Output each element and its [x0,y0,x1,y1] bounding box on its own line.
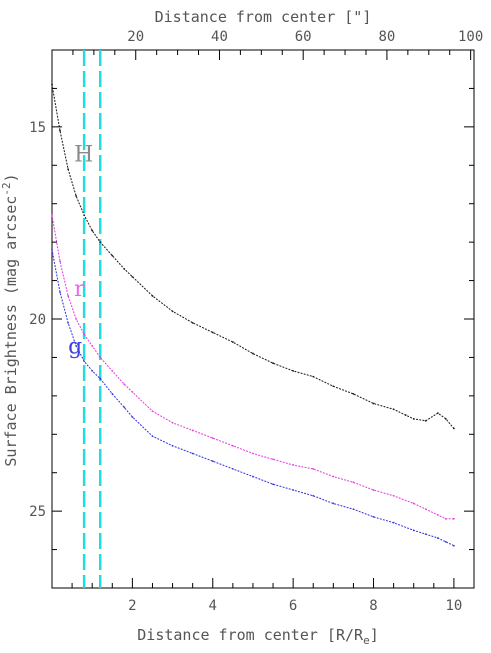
data-point [59,260,61,263]
data-series [51,83,455,547]
axis-ticks: 2 4 6 8 10 20 40 60 80 100 15 20 25 [29,29,483,614]
x-tick-label-bottom: 8 [369,598,377,614]
vertical-markers [82,50,102,588]
x-tick-label-bottom: 10 [445,598,462,614]
x-tick-label-top: 40 [211,29,228,45]
x-tick-label-bottom: 4 [209,598,217,614]
x-axis-label-bottom: Distance from center [R/Re] [137,626,378,647]
series-trace [51,214,455,520]
series-h [51,83,455,430]
data-point [312,467,315,470]
x-tick-label-top: 20 [127,29,144,45]
x-tick-label-top: 80 [378,29,395,45]
x-tick-label-top: 60 [295,29,312,45]
series-label-g: g [68,335,82,360]
x-tick-label-top: 100 [458,29,483,45]
series-trace [51,249,455,547]
series-g [51,248,455,547]
series-label-r: r [74,277,85,302]
x-tick-label-bottom: 6 [289,598,297,614]
plot-frame [51,49,475,589]
series-r [51,214,455,520]
x-axis-label-top: Distance from center ["] [155,8,372,26]
y-axis-label: Surface Brightness (mag arcsec-2) [0,173,20,466]
data-point [59,129,61,132]
series-label-h: H [74,142,93,167]
y-tick-label: 25 [29,504,46,520]
y-tick-label: 15 [29,120,46,136]
y-tick-label: 20 [29,312,46,328]
series-trace [51,84,455,430]
x-tick-label-bottom: 2 [128,598,136,614]
